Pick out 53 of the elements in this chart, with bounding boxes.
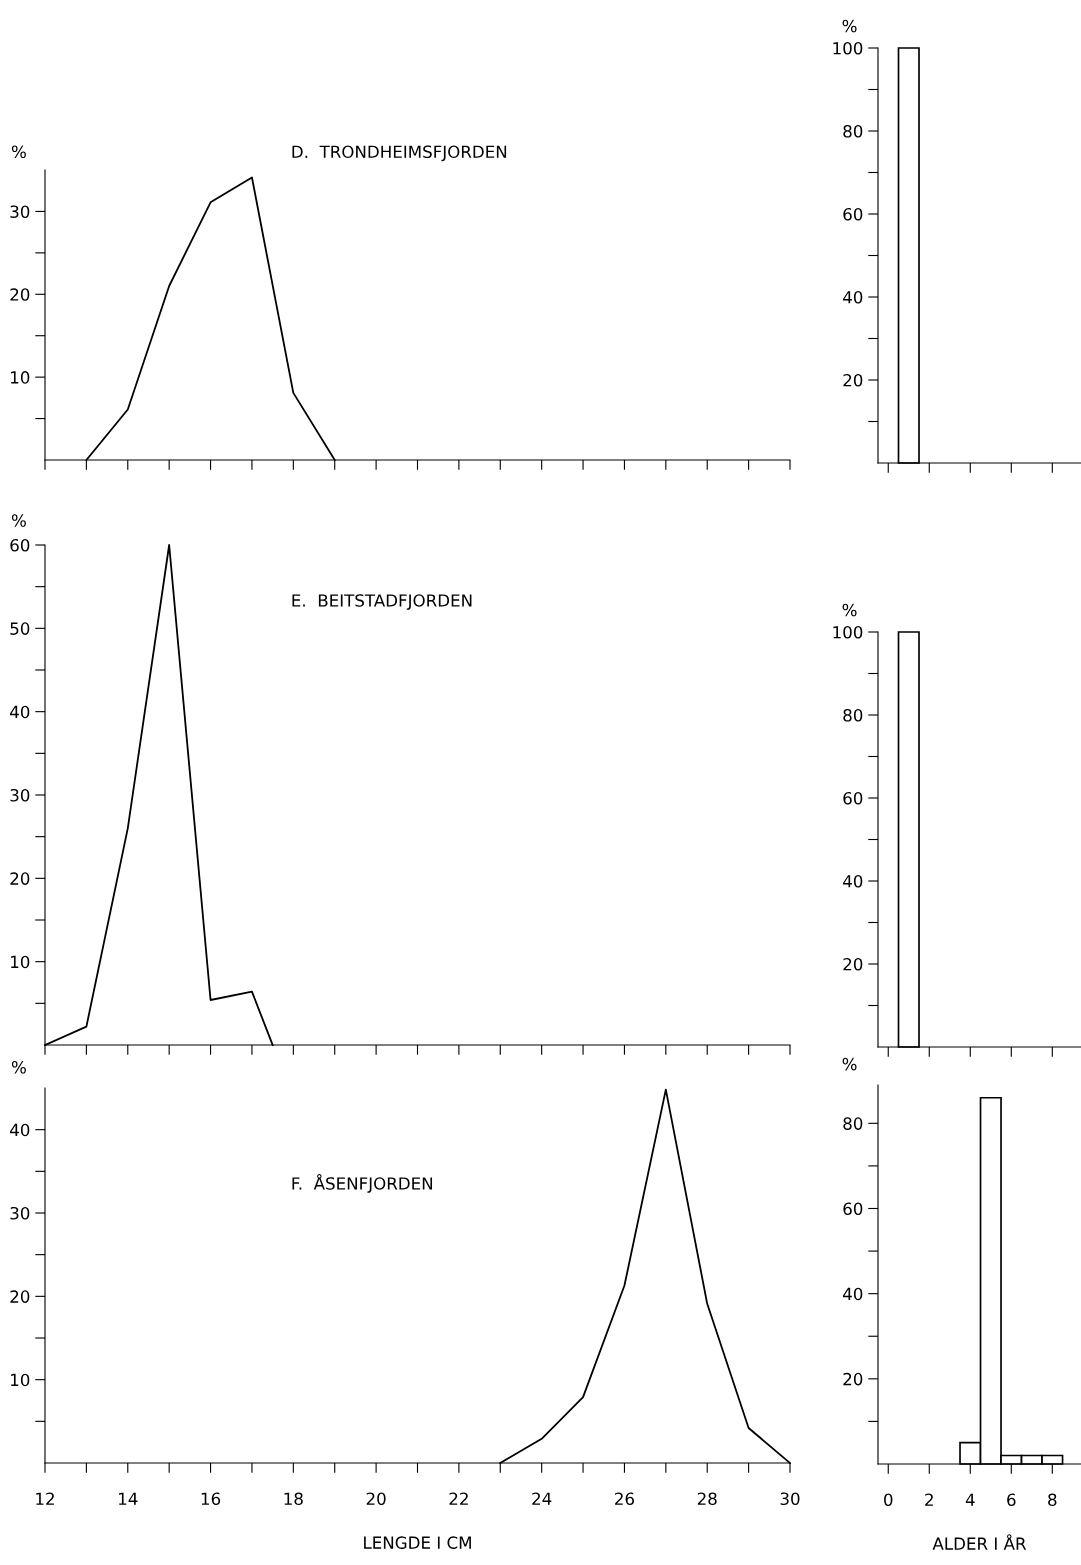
y-tick-label: 20 [10,1290,30,1303]
y-tick-label: 80 [843,124,863,138]
x-tick-label: 30 [780,1492,800,1506]
y-tick-label: 20 [843,957,863,971]
text: E. BEITSTADFJORDEN [292,594,472,610]
y-axis-title: % [11,514,26,527]
x-tick-label: 4 [965,1493,975,1506]
y-tick-label: 20 [10,288,30,301]
x-tick-label: 26 [615,1492,634,1506]
y-tick-label: 30 [10,1206,30,1220]
y-tick-label: 80 [843,708,863,722]
y-axis-title: % [842,603,857,617]
x-tick-label: 22 [449,1492,468,1505]
x-tick-label: 2 [925,1493,933,1506]
y-tick-label: 20 [10,872,30,885]
y-tick-label: 50 [10,622,30,635]
x-tick-label: 14 [119,1492,138,1505]
y-tick-label: 60 [843,791,863,805]
y-tick-label: 20 [843,373,863,387]
y-tick-label: 40 [843,1287,863,1301]
x-tick-label: 0 [884,1493,893,1507]
x-tick-label: 18 [284,1492,303,1506]
x-axis-title: LENGDE I CM [364,1536,471,1549]
y-axis-title: % [842,19,857,33]
y-tick-label: 60 [10,538,30,552]
y-tick-label: 10 [11,371,30,384]
y-tick-label: 60 [843,207,863,221]
y-axis-title: % [11,1060,26,1074]
text: F. ÅSENFJORDEN [292,1174,433,1193]
y-tick-label: 40 [843,290,863,304]
x-tick-label: 28 [697,1492,717,1506]
x-tick-label: 20 [366,1492,386,1506]
y-tick-label: 100 [833,625,863,639]
x-axis-title: ALDER I ÅR [932,1534,1027,1550]
y-tick-label: 100 [833,41,863,55]
y-tick-label: 30 [10,788,30,802]
y-tick-label: 20 [843,1372,863,1386]
y-tick-label: 10 [11,1373,30,1387]
x-tick-label: 6 [1007,1493,1016,1507]
y-tick-label: 10 [11,955,30,969]
y-tick-label: 80 [843,1117,863,1130]
chart-title: D. TRONDHEIMSFJORDEN [292,145,507,162]
x-tick-label: 24 [532,1492,552,1505]
y-tick-label: 40 [10,705,30,719]
x-tick-label: 12 [36,1492,54,1505]
y-axis-title: % [11,145,26,159]
x-tick-label: 8 [1048,1493,1057,1507]
x-tick-label: 16 [201,1492,221,1506]
y-tick-label: 30 [10,205,30,218]
y-tick-label: 60 [843,1202,863,1216]
y-tick-label: 40 [843,874,863,888]
y-tick-label: 40 [10,1123,30,1137]
y-axis-title: % [842,1057,857,1071]
